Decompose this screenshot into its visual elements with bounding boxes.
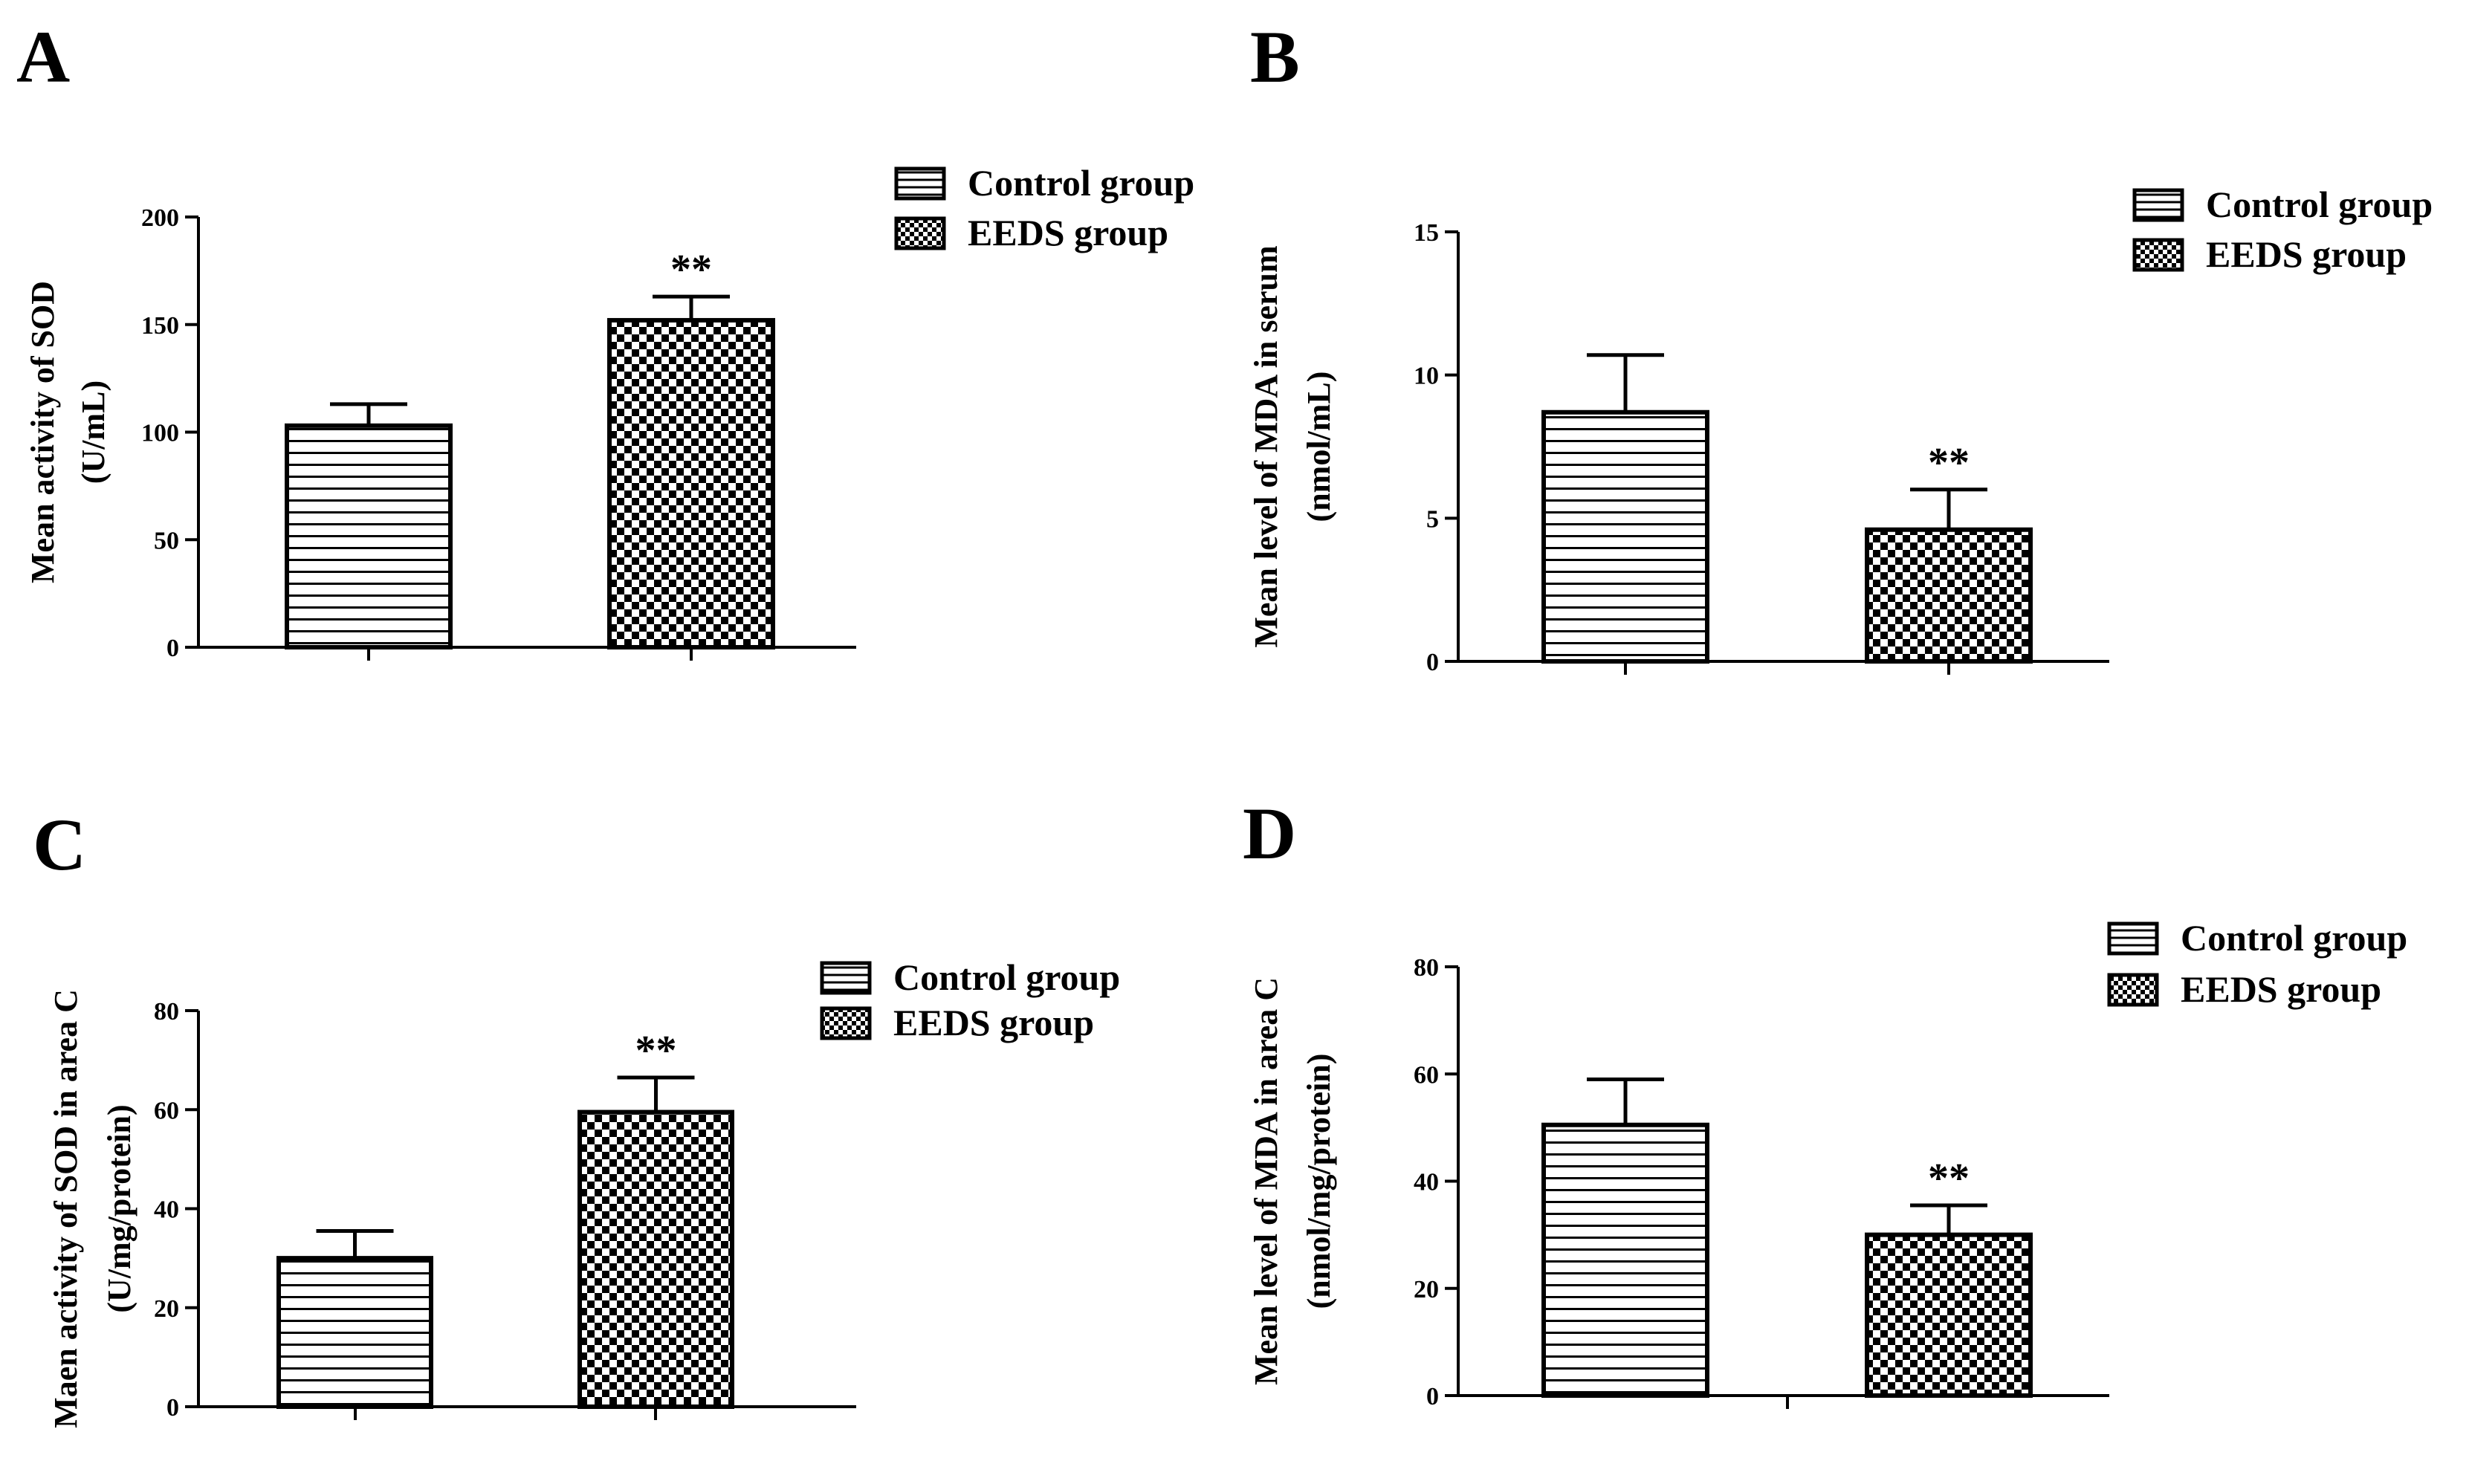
y-tick-label: 40 xyxy=(1414,1169,1439,1196)
significance-marker: ** xyxy=(635,1028,677,1074)
y-tick-label: 80 xyxy=(1414,954,1439,982)
y-tick-label: 60 xyxy=(154,1097,179,1124)
bar-eeds-group xyxy=(577,1109,734,1410)
y-tick-label: 20 xyxy=(154,1295,179,1323)
y-axis-label: (nmol/mL) xyxy=(1301,372,1337,522)
panel-letter: C xyxy=(33,803,86,886)
legend-label: Control group xyxy=(893,956,1120,998)
legend-label: EEDS group xyxy=(2181,968,2381,1010)
bar-eeds-group xyxy=(1865,527,2033,664)
y-axis-label: Mean level of MDA in area C xyxy=(1248,977,1284,1385)
bar-eeds-group xyxy=(607,317,775,649)
bar-control-group xyxy=(285,423,453,649)
y-tick-label: 200 xyxy=(141,204,179,232)
panel-b: B 0 5 10 15 Mean level of MDA in serum (nmol/m… xyxy=(1248,16,2433,676)
y-axis-label: Mean level of MDA in serum xyxy=(1248,245,1284,647)
y-axis-label: Maen activity of SOD in area C xyxy=(48,989,84,1428)
legend-swatch xyxy=(2107,921,2159,956)
legend-swatch xyxy=(2132,188,2184,222)
y-tick-label: 10 xyxy=(1414,363,1439,390)
panel-c: C 0 20 40 60 80 Maen activity of SOD in area C… xyxy=(33,803,1120,1428)
y-axis-label: Mean activity of SOD xyxy=(25,281,61,583)
y-tick-label: 100 xyxy=(141,420,179,447)
legend-label: EEDS group xyxy=(893,1002,1094,1043)
bar-control-group xyxy=(276,1256,433,1409)
legend-swatch xyxy=(2107,973,2159,1007)
y-tick-label: 0 xyxy=(166,1394,179,1422)
y-axis-label: (U/mL) xyxy=(75,380,111,484)
panel-a: A 0 50 100 150 200 Mean activity of SOD (U/mL) *… xyxy=(16,16,1194,662)
panel-letter: A xyxy=(16,16,70,98)
legend-label: Control group xyxy=(2181,917,2407,959)
bar-control-group xyxy=(1541,409,1709,664)
y-tick-label: 0 xyxy=(1426,1383,1439,1410)
y-tick-label: 150 xyxy=(141,312,179,340)
legend-label: Control group xyxy=(968,162,1194,204)
y-tick-label: 40 xyxy=(154,1196,179,1224)
y-axis-label: (U/mg/protein) xyxy=(101,1104,137,1312)
significance-marker: ** xyxy=(1928,440,1970,486)
y-tick-label: 50 xyxy=(154,527,179,554)
significance-marker: ** xyxy=(1928,1156,1970,1202)
y-tick-label: 80 xyxy=(154,998,179,1025)
legend-swatch xyxy=(2132,238,2184,272)
y-tick-label: 5 xyxy=(1426,505,1439,533)
y-tick-label: 20 xyxy=(1414,1276,1439,1303)
y-tick-label: 0 xyxy=(166,635,179,662)
legend-swatch xyxy=(820,961,872,995)
panel-d: D 0 20 40 60 80 Mean level of MDA in area C (nm… xyxy=(1243,792,2407,1410)
legend-swatch xyxy=(894,166,946,201)
y-tick-label: 60 xyxy=(1414,1061,1439,1089)
significance-marker: ** xyxy=(670,247,712,293)
y-tick-label: 15 xyxy=(1414,219,1439,247)
legend-swatch xyxy=(820,1006,872,1040)
bar-control-group xyxy=(1541,1122,1709,1399)
legend-label: EEDS group xyxy=(968,212,1168,253)
legend-label: Control group xyxy=(2206,184,2433,225)
y-axis-label: (nmol/mg/protein) xyxy=(1301,1054,1337,1309)
panel-letter: B xyxy=(1250,16,1300,98)
legend-label: EEDS group xyxy=(2206,233,2407,275)
y-tick-label: 0 xyxy=(1426,649,1439,676)
panel-letter: D xyxy=(1243,792,1296,875)
legend-swatch xyxy=(894,216,946,250)
bar-eeds-group xyxy=(1865,1232,2033,1398)
